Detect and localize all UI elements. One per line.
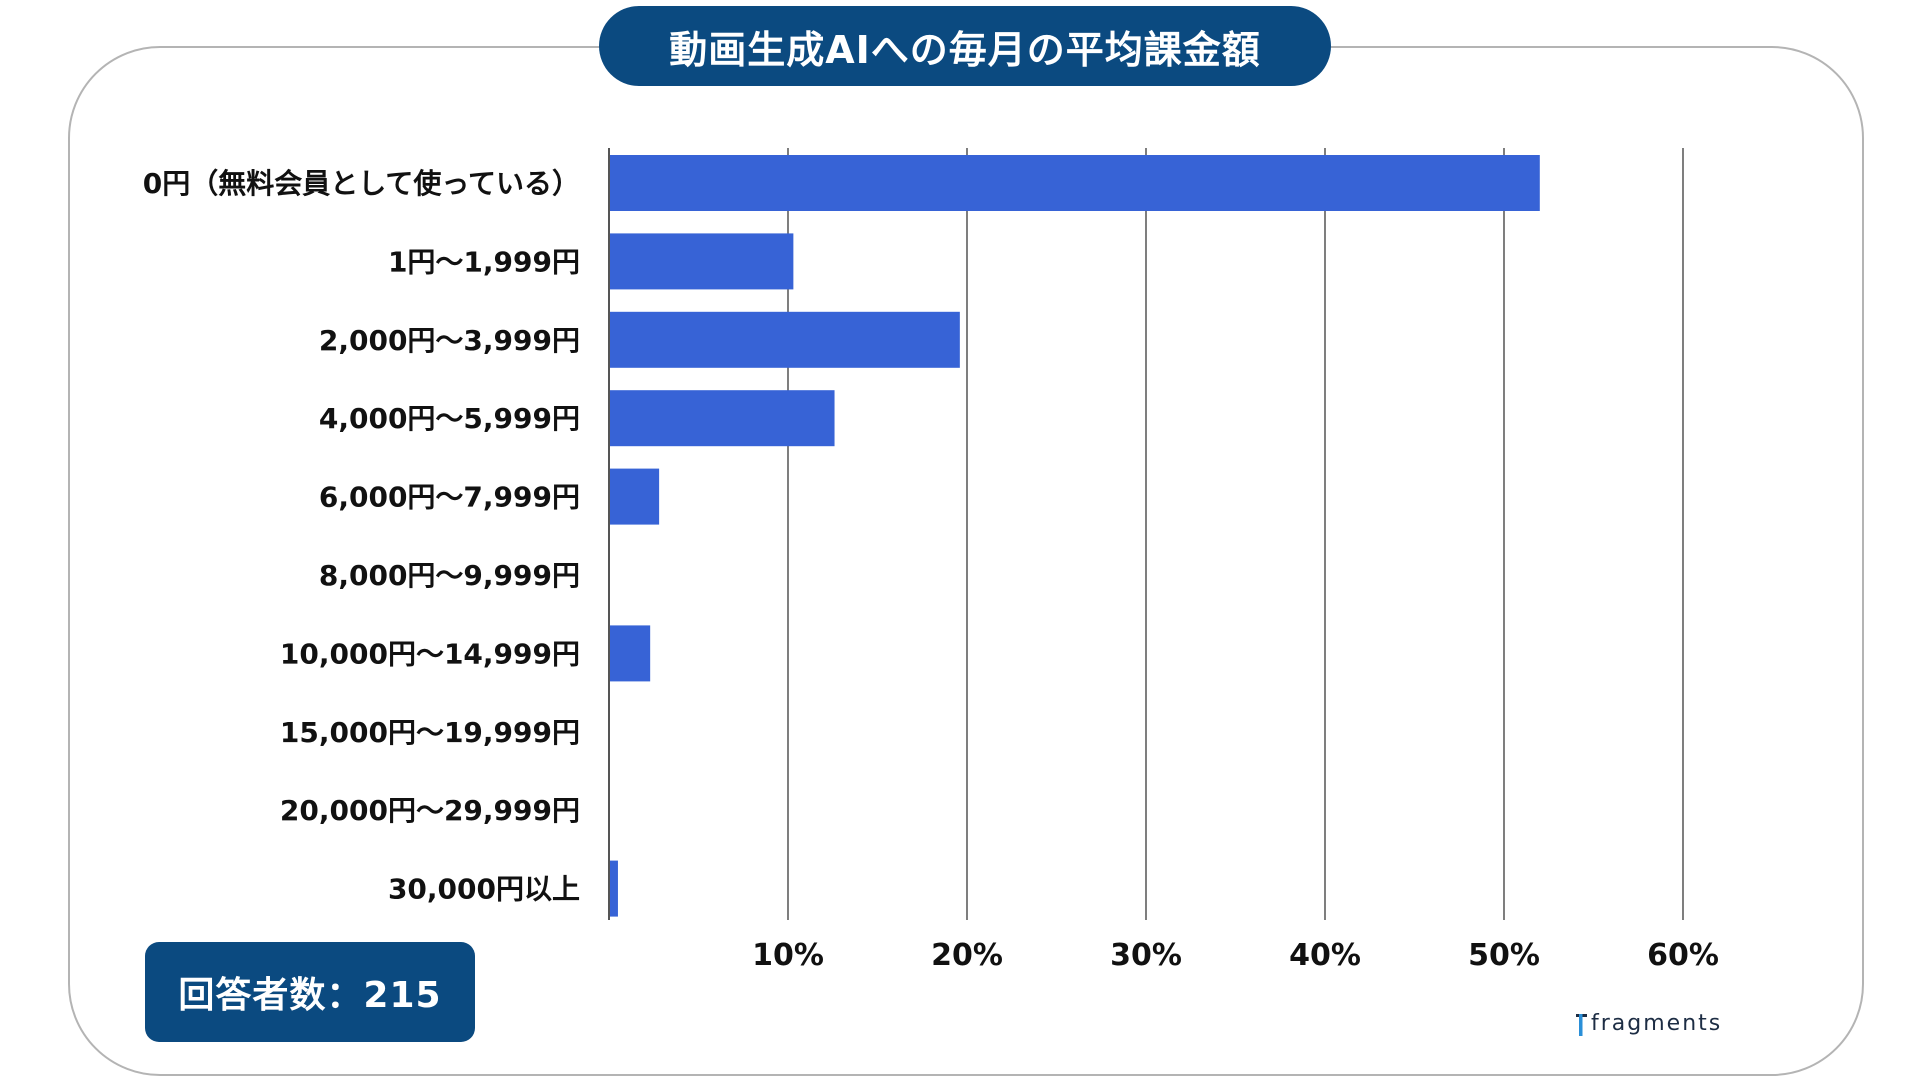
bar (609, 860, 618, 917)
fragments-logo-icon (1574, 1010, 1588, 1036)
x-tick-label: 20% (931, 938, 1003, 973)
respondents-badge: 回答者数：215 (145, 942, 475, 1042)
bars (609, 155, 1540, 917)
bar (609, 390, 835, 447)
fragments-logo: fragments (1574, 1010, 1722, 1036)
x-tick-label: 50% (1468, 938, 1540, 973)
category-label: 20,000円〜29,999円 (280, 794, 580, 827)
category-label: 15,000円〜19,999円 (280, 716, 580, 749)
category-label: 2,000円〜3,999円 (319, 324, 580, 357)
category-labels: 0円（無料会員として使っている） 1円〜1,999円 2,000円〜3,999円 4,… (143, 167, 580, 906)
bar (609, 468, 660, 525)
category-label: 0円（無料会員として使っている） (143, 167, 580, 200)
category-label: 8,000円〜9,999円 (319, 559, 580, 592)
x-tick-labels: 10% 20% 30% 40% 50% 60% (752, 938, 1719, 973)
bar (609, 625, 651, 682)
logo-text: fragments (1591, 1010, 1723, 1036)
bar (609, 233, 794, 290)
category-label: 10,000円〜14,999円 (280, 637, 580, 670)
chart-title: 動画生成AIへの毎月の平均課金額 (599, 6, 1331, 86)
category-label: 30,000円以上 (388, 873, 580, 906)
x-tick-label: 60% (1647, 938, 1719, 973)
bar (609, 311, 960, 368)
category-label: 6,000円〜7,999円 (319, 481, 580, 514)
category-label: 1円〜1,999円 (388, 245, 580, 278)
chart-frame (68, 46, 1864, 1076)
x-tick-label: 10% (752, 938, 824, 973)
grid-lines (787, 148, 1684, 920)
x-tick-label: 30% (1110, 938, 1182, 973)
x-tick-label: 40% (1289, 938, 1361, 973)
category-label: 4,000円〜5,999円 (319, 402, 580, 435)
bar (609, 155, 1540, 211)
